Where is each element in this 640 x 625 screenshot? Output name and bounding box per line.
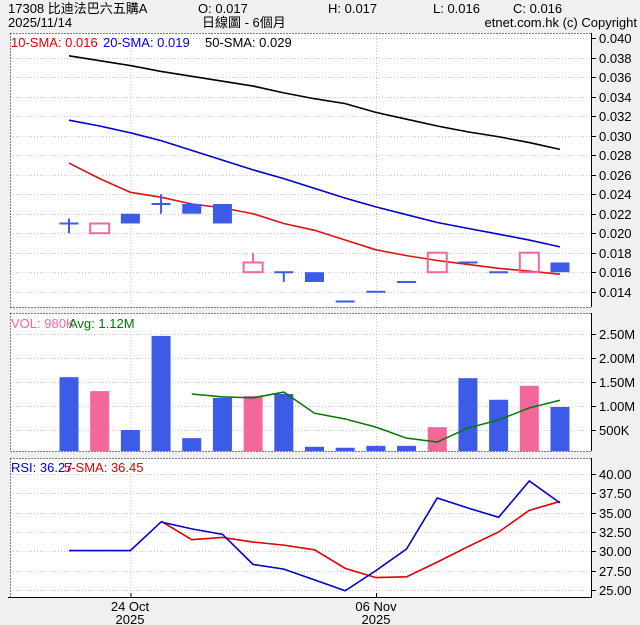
volume-bar — [519, 385, 539, 451]
chart-date: 2025/11/14 — [8, 15, 73, 30]
legend-volume-avg: Avg: 1.12M — [69, 316, 135, 331]
volume-bar — [59, 377, 79, 451]
rsi-panel-background — [10, 458, 591, 597]
low-value: L: 0.016 — [433, 1, 480, 16]
volume-bar — [274, 394, 294, 451]
candle-body-up — [242, 261, 264, 274]
price-y-tick-label: 0.022 — [599, 206, 632, 222]
price-y-tick-label: 0.016 — [599, 264, 632, 280]
volume-y-tick-label: 500K — [599, 422, 630, 438]
volume-bar — [458, 378, 478, 451]
rsi-y-tick-label: 35.00 — [599, 505, 632, 521]
price-y-tick-label: 0.036 — [599, 69, 632, 85]
candle-body-down — [305, 272, 324, 282]
instrument-title: 17308 比迪法巴六五購A — [8, 1, 148, 16]
high-value: H: 0.017 — [328, 1, 378, 16]
volume-bar — [366, 445, 386, 451]
legend-sma10: 10-SMA: 0.016 — [11, 35, 98, 50]
legend-rsi: RSI: 36.27 — [11, 460, 73, 475]
candle-body-down — [212, 203, 232, 224]
x-axis-label-oct-day: 24 Oct — [110, 599, 150, 614]
rsi-y-tick-label: 27.50 — [599, 563, 632, 579]
volume-y-tick-label: 2.00M — [599, 350, 636, 366]
legend-sma50: 50-SMA: 0.029 — [205, 35, 292, 50]
candle-body-down — [120, 213, 140, 224]
candle-body-up — [518, 251, 540, 274]
volume-bar — [90, 391, 110, 451]
rsi-line-rsi — [69, 479, 561, 592]
rsi-y-tick-label: 30.00 — [599, 543, 632, 559]
price-y-tick-label: 0.024 — [599, 186, 632, 202]
legend-rsi-sma: 5-SMA: 36.45 — [64, 460, 144, 475]
candle-body-down — [182, 203, 202, 214]
volume-bar — [243, 395, 263, 451]
price-y-tick-label: 0.038 — [599, 50, 632, 66]
price-y-tick-label: 0.030 — [599, 128, 632, 144]
legend-volume: VOL: 980K — [11, 316, 75, 331]
price-y-tick-label: 0.014 — [599, 284, 632, 300]
volume-bar — [182, 438, 202, 451]
price-panel-background — [10, 33, 591, 307]
copyright-label: etnet.com.hk (c) Copyright — [484, 15, 637, 30]
candle-body-up — [426, 251, 448, 274]
rsi-y-tick-label: 40.00 — [599, 466, 632, 482]
volume-bar — [427, 427, 447, 451]
rsi-y-tick-label: 32.50 — [599, 524, 632, 540]
volume-bar — [212, 397, 232, 451]
price-y-tick-label: 0.034 — [599, 89, 632, 105]
price-y-tick-label: 0.032 — [599, 108, 632, 124]
legend-sma20: 20-SMA: 0.019 — [103, 35, 190, 50]
x-axis-label-oct-year: 2025 — [115, 612, 145, 625]
sma-line-20-sma — [68, 119, 561, 248]
volume-y-tick-label: 1.00M — [599, 398, 636, 414]
volume-bar — [151, 335, 171, 451]
candle-body-down — [550, 262, 570, 273]
open-value: O: 0.017 — [198, 1, 248, 16]
rsi-line-5-sma — [160, 500, 561, 579]
sma-line-50-sma — [68, 55, 561, 151]
volume-bar — [305, 446, 324, 451]
volume-bar — [335, 447, 355, 451]
x-axis-label-oct: 24 Oct 2025 — [111, 600, 149, 625]
x-axis-label-nov-day: 06 Nov — [355, 599, 397, 614]
price-y-tick-label: 0.020 — [599, 225, 632, 241]
volume-bar — [397, 445, 417, 451]
volume-bar — [120, 430, 140, 451]
rsi-y-tick-label: 25.00 — [599, 582, 632, 598]
volume-bar — [550, 406, 570, 451]
price-y-tick-label: 0.028 — [599, 147, 632, 163]
price-y-tick-label: 0.026 — [599, 167, 632, 183]
rsi-y-tick-label: 37.50 — [599, 485, 632, 501]
price-y-tick-label: 0.040 — [599, 30, 632, 46]
chart-period-label: 日線圖 - 6個月 — [202, 15, 286, 30]
volume-y-tick-label: 2.50M — [599, 326, 636, 342]
volume-avg-line — [191, 391, 561, 443]
sma-line-10-sma — [68, 162, 561, 275]
candle-body-up — [89, 222, 111, 235]
volume-y-tick-label: 1.50M — [599, 374, 636, 390]
x-axis-label-nov: 06 Nov 2025 — [355, 600, 396, 625]
x-axis-label-nov-year: 2025 — [361, 612, 391, 625]
volume-bar — [489, 399, 509, 451]
close-value: C: 0.016 — [513, 1, 563, 16]
price-y-tick-label: 0.018 — [599, 245, 632, 261]
